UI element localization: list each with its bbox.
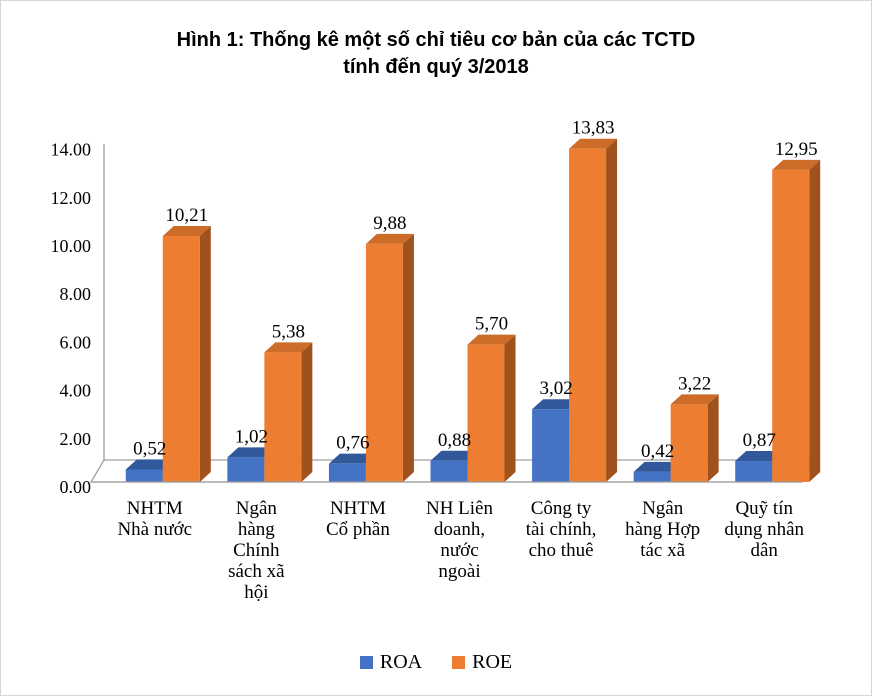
legend-item-roe: ROE xyxy=(452,651,512,674)
y-tick-label-6.00: 6.00 xyxy=(60,332,92,352)
roa-bar-1-top xyxy=(227,447,276,458)
roe-bar-2-side xyxy=(402,233,414,482)
roa-bar-0-top xyxy=(125,459,174,470)
roe-bar-6-side xyxy=(809,159,821,482)
legend-swatch-roe xyxy=(452,656,466,669)
roa-data-label-1: 1,02 xyxy=(235,426,268,447)
category-label-6: Quỹ tín dụng nhân dân xyxy=(724,498,805,561)
roe-data-label-4: 13,83 xyxy=(572,118,615,139)
roa-bar-6-front xyxy=(735,461,773,482)
roe-bar-1-top xyxy=(264,342,313,353)
roe-bar-5-front xyxy=(670,404,708,482)
roe-bar-3-side xyxy=(504,334,516,482)
roe-data-label-3: 5,70 xyxy=(475,314,508,335)
legend-swatch-roa xyxy=(359,656,373,669)
roa-bar-2-front xyxy=(328,463,366,482)
roe-bar-6-front xyxy=(772,169,810,482)
roe-bar-5-side xyxy=(707,394,719,482)
roa-bar-5-top xyxy=(633,461,682,472)
roe-bar-0-front xyxy=(162,235,200,482)
roa-bar-6-top xyxy=(735,451,784,462)
roe-bar-3-front xyxy=(467,344,505,482)
roe-bar-6-top xyxy=(772,159,821,170)
roa-data-label-5: 0,42 xyxy=(641,441,674,462)
y-tick-label-0.00: 0.00 xyxy=(60,477,92,497)
roe-bar-1-side xyxy=(301,342,313,482)
roe-bar-1-front xyxy=(264,352,302,482)
y-tick-label-12.00: 12.00 xyxy=(51,188,92,208)
y-tick-label-4.00: 4.00 xyxy=(60,381,92,401)
roe-data-label-2: 9,88 xyxy=(373,213,406,234)
y-tick-label-8.00: 8.00 xyxy=(60,284,92,304)
roa-data-label-0: 0,52 xyxy=(133,438,166,459)
roe-bar-0-top xyxy=(162,225,211,236)
category-label-0: NHTM Nhà nước xyxy=(117,498,193,540)
roe-data-label-1: 5,38 xyxy=(272,321,305,342)
roa-bar-4-front xyxy=(532,409,570,482)
y-tick-label-2.00: 2.00 xyxy=(60,429,92,449)
roa-bar-4-top xyxy=(532,399,581,410)
roa-bar-2-top xyxy=(328,453,377,464)
roa-data-label-4: 3,02 xyxy=(539,378,572,399)
roe-bar-4-side xyxy=(606,138,618,482)
roe-bar-3-top xyxy=(467,334,516,345)
roa-bar-3-front xyxy=(430,460,468,482)
roe-data-label-0: 10,21 xyxy=(165,205,208,226)
category-label-3: NH Liên doanh, nước ngoài xyxy=(425,498,493,582)
legend: ROA ROE xyxy=(1,651,871,674)
roa-bar-5-front xyxy=(633,471,671,482)
legend-item-roa: ROA xyxy=(359,651,423,674)
roa-data-label-3: 0,88 xyxy=(438,430,471,451)
y-tick-label-14.00: 14.00 xyxy=(51,140,92,160)
legend-label-roa: ROA xyxy=(379,651,423,673)
category-label-5: Ngân hàng Hợp tác xã xyxy=(625,498,701,561)
roa-data-label-6: 0,87 xyxy=(743,430,776,451)
roe-data-label-5: 3,22 xyxy=(678,373,711,394)
category-label-2: NHTM Cổ phần xyxy=(325,498,390,540)
chart-title-line2: tính đến quý 3/2018 xyxy=(343,56,529,78)
roa-bar-0-front xyxy=(125,469,163,482)
roe-data-label-6: 12,95 xyxy=(775,139,818,160)
roa-data-label-2: 0,76 xyxy=(336,433,369,454)
category-label-1: Ngân hàng Chính sách xã hội xyxy=(228,498,285,603)
category-label-4: Công ty tài chính, cho thuê xyxy=(525,498,597,561)
roa-bar-3-top xyxy=(430,450,479,461)
roa-bar-1-front xyxy=(227,457,265,482)
roe-bar-5-top xyxy=(670,394,719,405)
roe-bar-0-side xyxy=(199,225,211,482)
legend-label-roe: ROE xyxy=(472,651,513,673)
roe-bar-2-front xyxy=(365,243,403,482)
chart-title-line1: Hình 1: Thống kê một số chỉ tiêu cơ bản … xyxy=(176,29,696,51)
y-tick-label-10.00: 10.00 xyxy=(51,236,92,256)
chart-title: Hình 1: Thống kê một số chỉ tiêu cơ bản … xyxy=(1,27,871,81)
roe-bar-2-top xyxy=(365,233,414,244)
roe-bar-4-top xyxy=(569,138,618,149)
roe-bar-4-front xyxy=(569,148,607,482)
